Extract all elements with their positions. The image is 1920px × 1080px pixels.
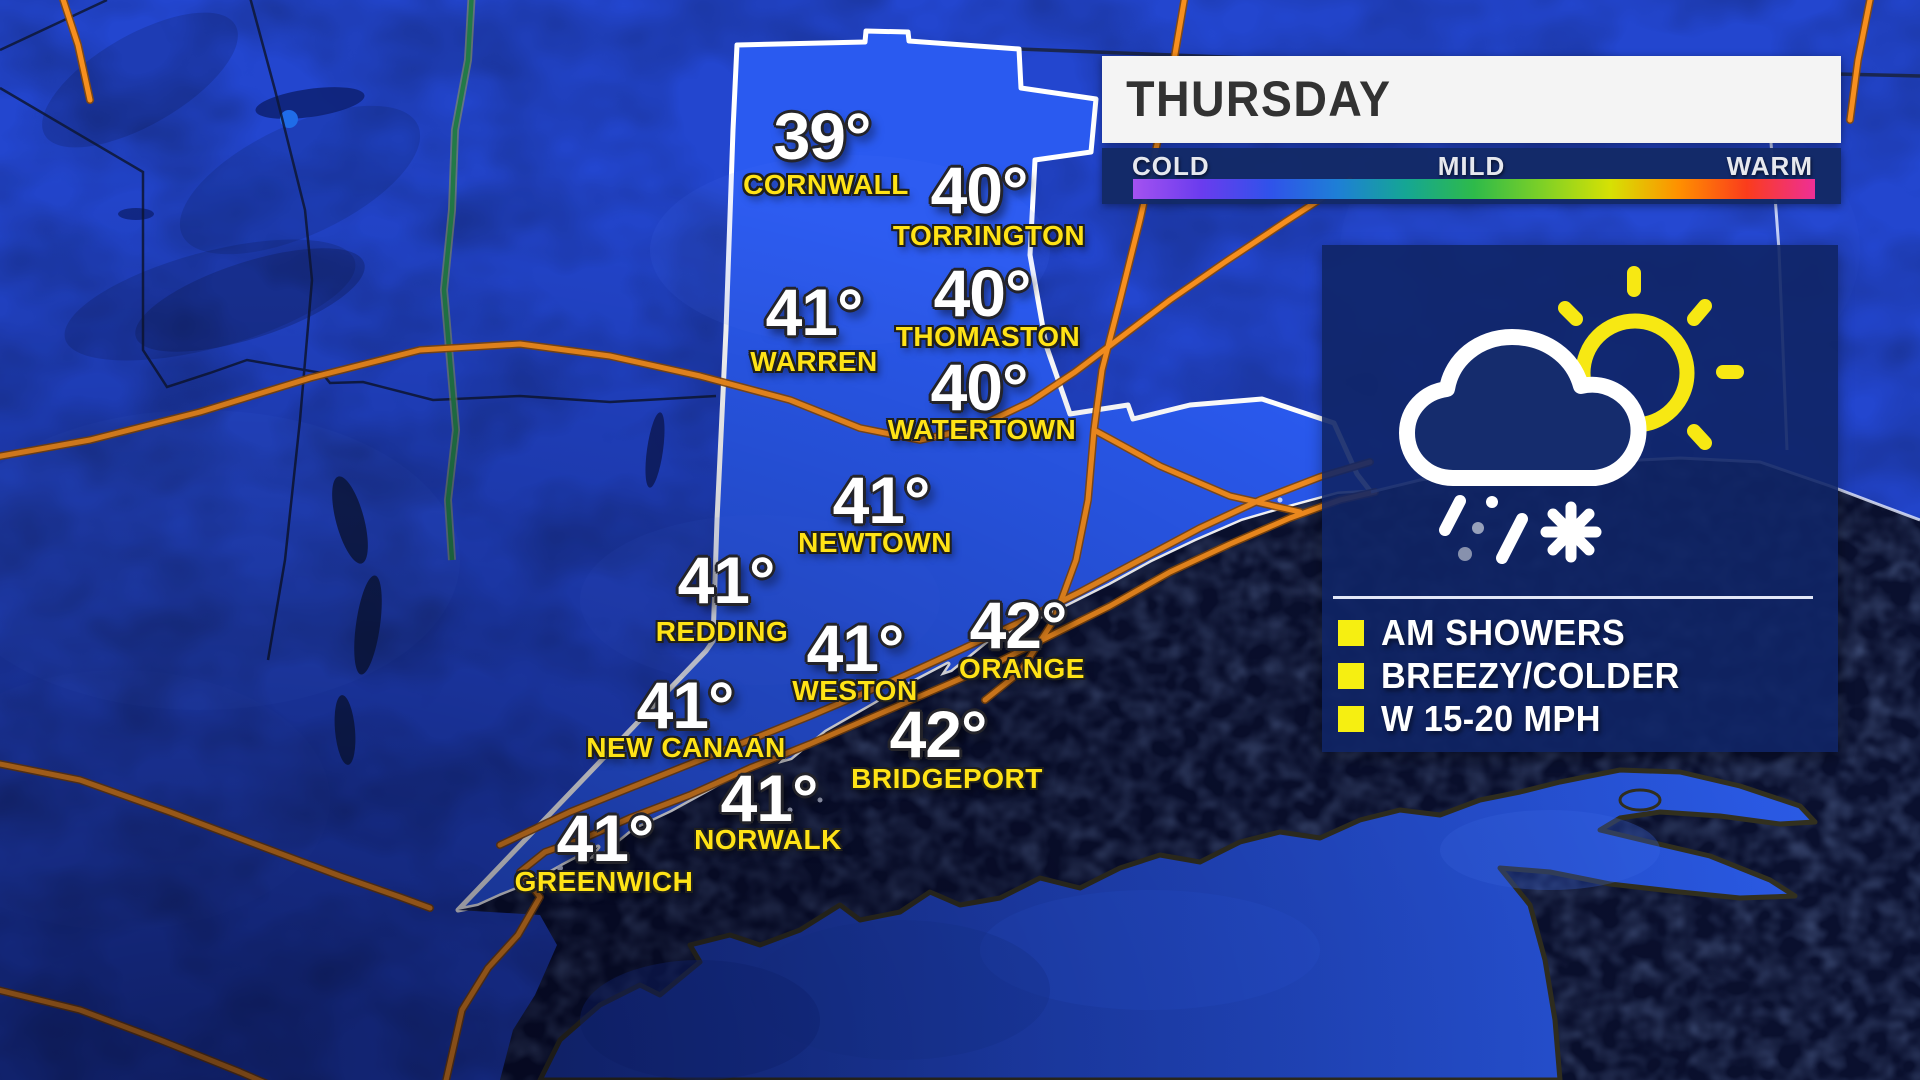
forecast-bullet-list: AM SHOWERS BREEZY/COLDER W 15-20 MPH xyxy=(1338,611,1828,740)
forecast-bullet-2: W 15-20 MPH xyxy=(1338,697,1828,740)
bullet-square-icon xyxy=(1338,662,1364,689)
rain-icon xyxy=(1439,495,1528,564)
bullet-text: AM SHOWERS xyxy=(1381,611,1626,653)
bullet-square-icon xyxy=(1338,705,1364,732)
scale-label-warm: WARM xyxy=(1726,151,1813,181)
day-title: THURSDAY xyxy=(1126,71,1392,127)
cloud-icon xyxy=(1399,329,1647,486)
temp-scale-gradient xyxy=(1133,179,1815,199)
divider xyxy=(1333,596,1813,599)
forecast-bullet-0: AM SHOWERS xyxy=(1338,611,1828,654)
day-header-bar: THURSDAY xyxy=(1102,56,1841,143)
bullet-square-icon xyxy=(1338,619,1364,646)
forecast-bullet-1: BREEZY/COLDER xyxy=(1338,654,1828,697)
scale-label-cold: COLD xyxy=(1132,151,1210,181)
forecast-panel: AM SHOWERS BREEZY/COLDER W 15-20 MPH xyxy=(1322,245,1838,752)
bullet-text: W 15-20 MPH xyxy=(1381,697,1601,739)
scale-label-mild: MILD xyxy=(1437,151,1506,181)
cloud-sun-rain-snow-icon xyxy=(1399,266,1744,564)
snowflake-icon xyxy=(1540,501,1602,563)
temperature-scale-bar: COLD MILD WARM xyxy=(1102,148,1841,204)
bullet-text: BREEZY/COLDER xyxy=(1381,654,1680,696)
